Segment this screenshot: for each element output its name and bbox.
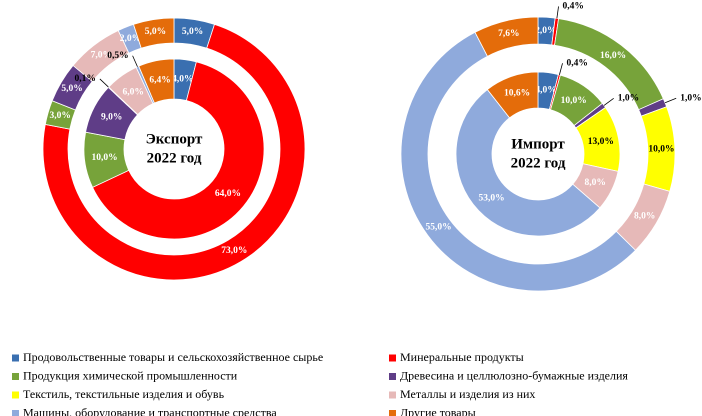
leader-line — [99, 78, 109, 88]
data-label: 3,0% — [50, 111, 71, 121]
data-label: 5,0% — [145, 27, 166, 37]
donut-slice — [133, 17, 175, 49]
data-label: 2,0% — [535, 26, 556, 36]
data-label: 7,6% — [498, 29, 519, 39]
legend-label: Машины, оборудование и транспортные сред… — [23, 405, 277, 416]
legend-swatch — [12, 354, 19, 362]
data-label: 2,0% — [120, 34, 141, 44]
legend-label: Другие товары — [400, 405, 476, 416]
leader-line — [603, 97, 614, 106]
legend-swatch — [389, 391, 396, 399]
data-label: 53,0% — [479, 193, 505, 203]
data-label: 1,0% — [680, 93, 701, 103]
donut-slice — [400, 31, 637, 292]
legend-label: Продукция химической промышленности — [23, 368, 238, 382]
data-label: 55,0% — [425, 222, 451, 232]
data-label: 6,0% — [123, 87, 144, 97]
leader-line — [559, 63, 563, 75]
legend-swatch — [389, 354, 396, 362]
data-label: 0,4% — [563, 2, 584, 12]
data-label: 8,0% — [585, 178, 606, 188]
data-label: 10,6% — [504, 89, 530, 99]
center-label: Импорт — [511, 136, 565, 152]
leader-line — [132, 55, 138, 67]
data-label: 8,0% — [634, 211, 655, 221]
data-label: 73,0% — [221, 246, 247, 256]
data-label: 10,0% — [648, 145, 674, 155]
data-label: 1,0% — [618, 93, 639, 103]
legend-swatch — [389, 373, 396, 380]
data-label: 0,4% — [567, 58, 588, 68]
legend-swatch — [12, 410, 19, 416]
legend-swatch — [389, 410, 396, 416]
data-label: 7,0% — [91, 51, 112, 61]
donut-slice — [138, 58, 175, 104]
legend-swatch — [12, 391, 19, 399]
leader-line — [556, 6, 559, 19]
data-label: 6,4% — [149, 76, 170, 86]
legend-label: Текстиль, текстильные изделия и обувь — [23, 387, 225, 401]
legend-label: Продовольственные товары и сельскохозяйс… — [23, 350, 323, 364]
data-label: 4,0% — [535, 86, 556, 96]
donut-slice — [486, 71, 539, 119]
data-label: 64,0% — [215, 189, 241, 199]
data-label: 5,0% — [182, 27, 203, 37]
legend-swatch — [12, 373, 19, 380]
data-label: 13,0% — [588, 137, 614, 147]
donut-slice — [92, 61, 265, 240]
center-label: Экспорт — [146, 131, 203, 147]
data-label: 0,5% — [107, 51, 128, 61]
legend-label: Металлы и изделия из них — [400, 387, 535, 401]
donut-slice — [474, 16, 539, 57]
donut-slice — [42, 23, 306, 281]
donut-slice — [455, 88, 601, 237]
center-label: 2022 год — [511, 155, 566, 171]
data-label: 0,1% — [74, 74, 95, 84]
data-label: 9,0% — [101, 112, 122, 122]
data-label: 10,0% — [91, 153, 117, 163]
leader-line — [664, 97, 677, 104]
data-label: 10,0% — [561, 96, 587, 106]
legend-label: Минеральные продукты — [400, 350, 524, 364]
legend-label: Древесина и целлюлозно-бумажные изделия — [400, 368, 628, 382]
data-label: 4,0% — [172, 75, 193, 85]
data-label: 5,0% — [61, 84, 82, 94]
center-label: 2022 год — [147, 150, 202, 166]
data-label: 16,0% — [600, 51, 626, 61]
